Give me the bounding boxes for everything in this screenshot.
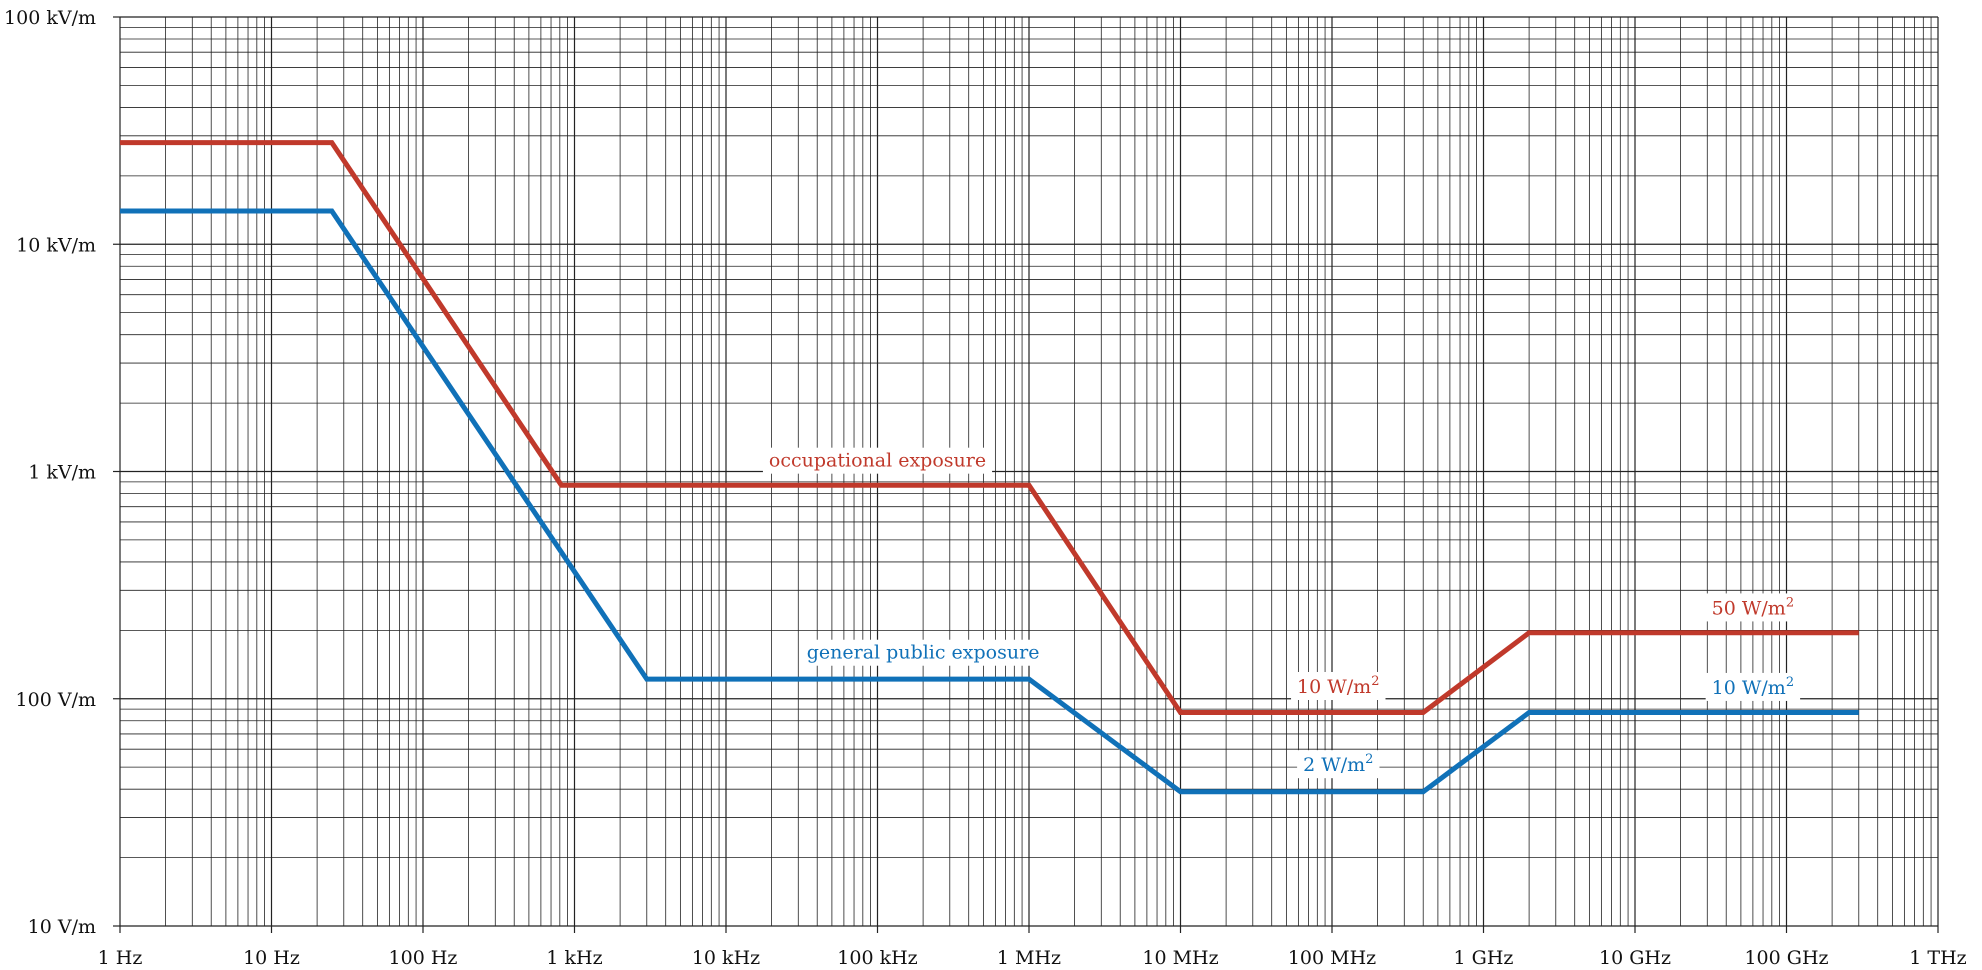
x-tick-label: 100 MHz xyxy=(1288,947,1376,969)
annotation-background xyxy=(1705,672,1801,701)
x-tick-label: 100 Hz xyxy=(389,947,458,969)
y-tick-label: 10 V/m xyxy=(28,916,96,938)
annotation-background xyxy=(1705,593,1801,622)
series-line-occupational xyxy=(120,140,1859,715)
annotation-label: 10 W/m2 xyxy=(1297,674,1379,698)
x-tick-label: 100 kHz xyxy=(837,947,917,969)
y-tick-label: 100 V/m xyxy=(16,689,96,711)
y-tick-label: 100 kV/m xyxy=(4,7,96,29)
x-tick-label: 100 GHz xyxy=(1744,947,1828,969)
annotation-occ: occupational exposure xyxy=(762,447,993,474)
annotation-label: general public exposure xyxy=(807,642,1040,664)
annotation-background xyxy=(1291,671,1386,700)
y-tick-labels: 10 V/m 100 V/m 1 kV/m 10 kV/m 100 kV/m xyxy=(4,7,96,938)
x-tick-label: 1 MHz xyxy=(997,947,1061,969)
annotation-pub10: 10 W/m2 xyxy=(1705,672,1801,701)
annotation-label: occupational exposure xyxy=(769,450,986,472)
annotation-superscript: 2 xyxy=(1365,752,1373,767)
x-tick-label: 1 GHz xyxy=(1454,947,1514,969)
annotation-label: 10 W/m2 xyxy=(1712,675,1794,699)
annotation-text: 50 W/m xyxy=(1712,597,1786,619)
x-tick-label: 1 Hz xyxy=(98,947,143,969)
annotation-occ50: 50 W/m2 xyxy=(1705,593,1801,622)
grid xyxy=(119,16,1939,927)
x-tick-label: 10 kHz xyxy=(692,947,760,969)
series-line-general-public xyxy=(120,208,1859,795)
annotation-pub2: 2 W/m2 xyxy=(1297,750,1380,779)
x-tick-label: 1 THz xyxy=(1909,947,1966,969)
y-tick-label: 1 kV/m xyxy=(28,462,96,484)
x-tick-label: 10 Hz xyxy=(243,947,300,969)
annotation-label: 50 W/m2 xyxy=(1712,595,1794,619)
annotation-occ10: 10 W/m2 xyxy=(1291,671,1386,700)
x-tick-label: 10 GHz xyxy=(1599,947,1671,969)
annotation-label: 2 W/m2 xyxy=(1303,752,1373,776)
annotation-superscript: 2 xyxy=(1371,674,1379,689)
annotation-superscript: 2 xyxy=(1786,595,1794,610)
annotation-text: 10 W/m xyxy=(1712,677,1786,699)
x-tick-labels: 1 Hz 10 Hz 100 Hz 1 kHz 10 kHz 100 kHz 1 MHz 10… xyxy=(98,947,1967,969)
series-lines xyxy=(120,140,1859,795)
annotation-background xyxy=(800,639,1046,666)
annotation-superscript: 2 xyxy=(1786,675,1794,690)
annotation-pub: general public exposure xyxy=(800,639,1046,666)
y-tick-label: 10 kV/m xyxy=(16,234,96,256)
annotation-text: 10 W/m xyxy=(1297,676,1371,698)
annotation-text: general public exposure xyxy=(807,642,1040,664)
annotation-background xyxy=(762,447,993,474)
axes xyxy=(113,16,1939,933)
x-tick-label: 10 MHz xyxy=(1142,947,1218,969)
annotation-text: 2 W/m xyxy=(1303,754,1365,776)
x-tick-label: 1 kHz xyxy=(546,947,602,969)
annotation-text: occupational exposure xyxy=(769,450,986,472)
annotation-background xyxy=(1297,750,1380,779)
